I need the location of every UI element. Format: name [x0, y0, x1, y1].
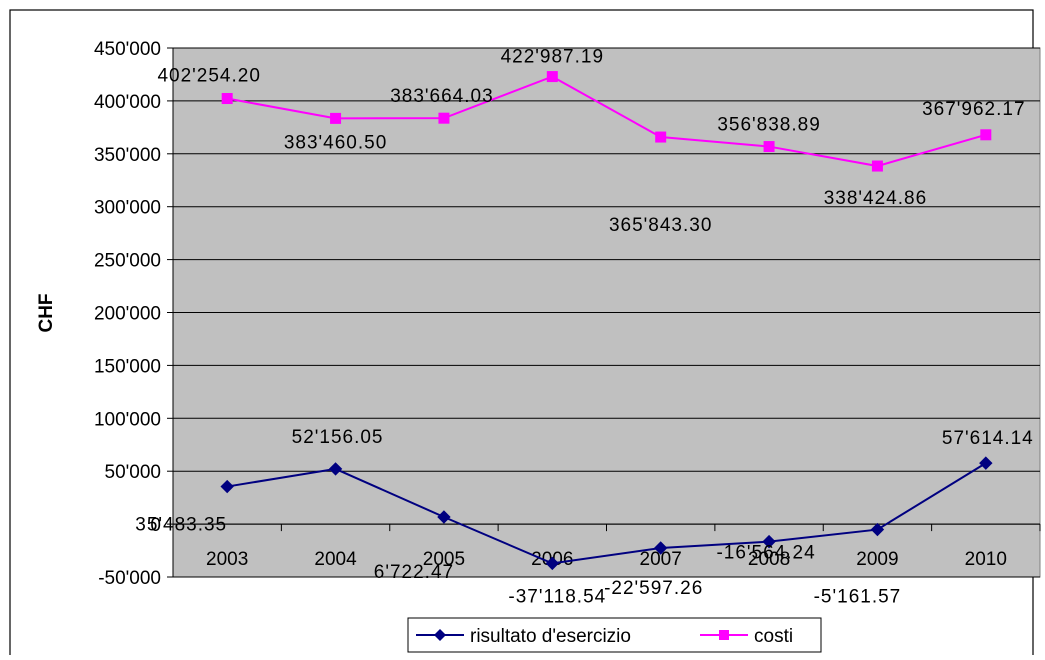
data-point [762, 534, 776, 549]
data-point [221, 93, 233, 105]
y-tick-label: 100'000 [94, 409, 161, 430]
data-label: 356'838.89 [717, 115, 820, 136]
data-point [546, 71, 558, 83]
legend-label: risultato d'esercizio [470, 626, 631, 647]
data-label: -5'161.57 [814, 587, 902, 608]
legend-label: costi [754, 626, 793, 647]
data-point [330, 112, 342, 124]
y-tick-label: 450'000 [94, 39, 161, 60]
data-label: 338'424.86 [824, 188, 927, 209]
data-point [871, 160, 883, 172]
y-tick-label: 50'000 [105, 462, 161, 483]
y-axis-title: CHF [36, 293, 57, 332]
data-label: 422'987.19 [501, 47, 604, 68]
x-tick-label: 2005 [423, 549, 465, 570]
data-point [763, 141, 775, 153]
data-point [438, 112, 450, 124]
x-tick-label: 2004 [314, 549, 357, 570]
data-label: -16'564.24 [716, 543, 815, 564]
y-tick-label: 300'000 [94, 198, 161, 219]
series-1 [221, 71, 992, 172]
y-tick-label: 250'000 [94, 251, 161, 272]
y-tick-label: 150'000 [94, 356, 161, 377]
y-tick-label: 350'000 [94, 145, 161, 166]
data-point [980, 129, 992, 141]
data-label: 367'962.17 [922, 99, 1025, 120]
series-line [227, 462, 987, 565]
data-label: 52'156.05 [292, 427, 384, 448]
x-tick-label: 2007 [640, 549, 682, 570]
legend-box [407, 617, 822, 653]
x-tick-label: 2010 [965, 549, 1007, 570]
data-label: -37'118.54 [508, 586, 606, 607]
data-point [437, 510, 451, 524]
data-point [220, 479, 234, 494]
data-point [655, 131, 667, 143]
data-point [328, 462, 343, 476]
data-point [653, 541, 668, 555]
data-label: 35'483.35 [135, 515, 227, 536]
x-tick-label: 2003 [206, 549, 248, 570]
data-point [545, 556, 560, 571]
series-line [227, 75, 987, 168]
data-label: 383'664.03 [390, 86, 493, 107]
x-tick-label: 2009 [856, 549, 898, 570]
data-label: 365'843.30 [609, 215, 712, 236]
legend-marker [719, 630, 729, 640]
data-label: 402'254.20 [157, 66, 260, 87]
data-label: -22'597.26 [604, 578, 703, 599]
data-label: 57'614.14 [942, 428, 1034, 449]
data-point [870, 522, 885, 537]
y-tick-label: -50'000 [98, 568, 161, 589]
legend-marker [434, 629, 446, 641]
data-label: 6'722.47 [374, 562, 454, 583]
y-tick-label: 400'000 [94, 92, 161, 113]
data-label: 383'460.50 [284, 132, 387, 153]
data-point [979, 456, 993, 470]
x-tick-label: 2008 [748, 549, 790, 570]
y-tick-label: 0 [150, 515, 161, 536]
series-0 [220, 456, 993, 571]
y-tick-label: 200'000 [94, 304, 161, 325]
